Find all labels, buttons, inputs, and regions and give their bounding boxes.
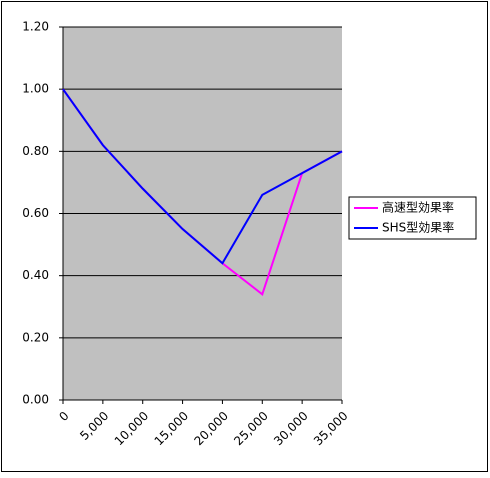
- y-tick-label: 0.80: [22, 144, 49, 158]
- y-tick-label: 0.60: [22, 206, 49, 220]
- series-line: [62, 88, 343, 265]
- y-tick-label: 0.20: [22, 330, 49, 344]
- y-tick-label: 0.00: [22, 393, 49, 407]
- legend-label: SHS型効果率: [382, 220, 454, 235]
- y-tick-label: 1.00: [22, 82, 49, 96]
- y-tick-label: 0.40: [22, 268, 49, 282]
- y-tick-label: 1.20: [22, 20, 49, 34]
- legend-box: [348, 196, 477, 240]
- legend-label: 高速型効果率: [382, 200, 454, 215]
